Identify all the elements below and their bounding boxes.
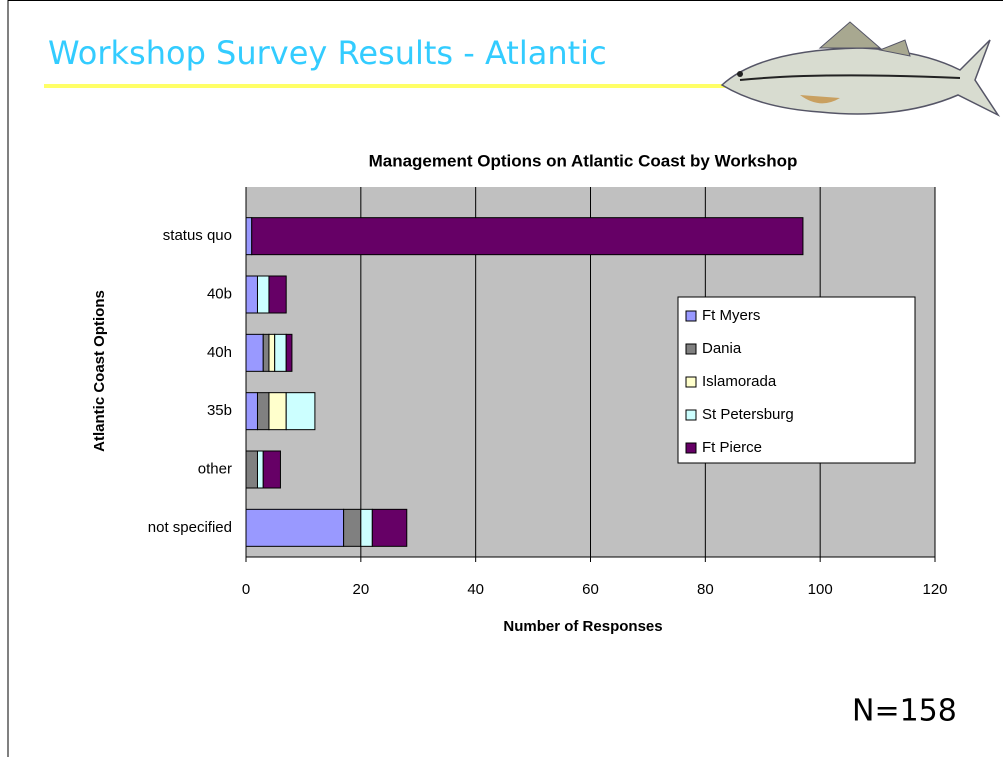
slide-title: Workshop Survey Results - Atlantic [48, 34, 607, 72]
fish-image [720, 21, 1001, 117]
bar-segment [285, 333, 293, 372]
legend-swatch [685, 442, 697, 454]
bar-segment [245, 217, 253, 256]
bar-segment [262, 450, 281, 489]
x-tick-label: 120 [922, 581, 947, 598]
legend-label: St Petersburg [702, 406, 794, 423]
y-tick-label: other [198, 460, 232, 477]
y-tick-label: 40h [207, 344, 232, 361]
bar-segment [256, 275, 270, 314]
bar-segment [251, 217, 804, 256]
bar-segment [256, 450, 264, 489]
legend-swatch [685, 409, 697, 421]
legend-swatch [685, 310, 697, 322]
bar-segment [245, 508, 345, 547]
bar-segment [262, 333, 270, 372]
x-tick-label: 100 [808, 581, 833, 598]
y-tick-label: 35b [207, 402, 232, 419]
bar-segment [268, 275, 287, 314]
x-tick-label: 80 [697, 581, 714, 598]
legend-swatch [685, 343, 697, 355]
bar-segment [245, 392, 258, 431]
bar-segment [245, 450, 258, 489]
y-tick-label: 40b [207, 285, 232, 302]
x-axis-label: Number of Responses [503, 618, 662, 635]
legend-label: Ft Myers [702, 307, 760, 324]
y-tick-label: not specified [148, 519, 232, 536]
bar-segment [268, 392, 287, 431]
x-tick-label: 40 [467, 581, 484, 598]
bar-segment [285, 392, 316, 431]
sample-size: N=158 [852, 694, 957, 729]
legend-label: Dania [702, 340, 742, 357]
bar-segment [274, 333, 287, 372]
bar-segment [245, 333, 264, 372]
x-tick-label: 0 [242, 581, 250, 598]
chart-title: Management Options on Atlantic Coast by … [369, 151, 798, 170]
bar-segment [371, 508, 408, 547]
bar-segment [256, 392, 270, 431]
legend-label: Ft Pierce [702, 439, 762, 456]
x-tick-label: 60 [582, 581, 599, 598]
legend-label: Islamorada [702, 373, 777, 390]
bar-segment [343, 508, 362, 547]
y-tick-label: status quo [163, 227, 232, 244]
legend-box [677, 296, 916, 464]
bar-segment [245, 275, 258, 314]
y-axis-label: Atlantic Coast Options [91, 290, 108, 452]
bar-segment [268, 333, 276, 372]
bar-segment [360, 508, 373, 547]
x-tick-label: 20 [352, 581, 369, 598]
legend-swatch [685, 376, 697, 388]
